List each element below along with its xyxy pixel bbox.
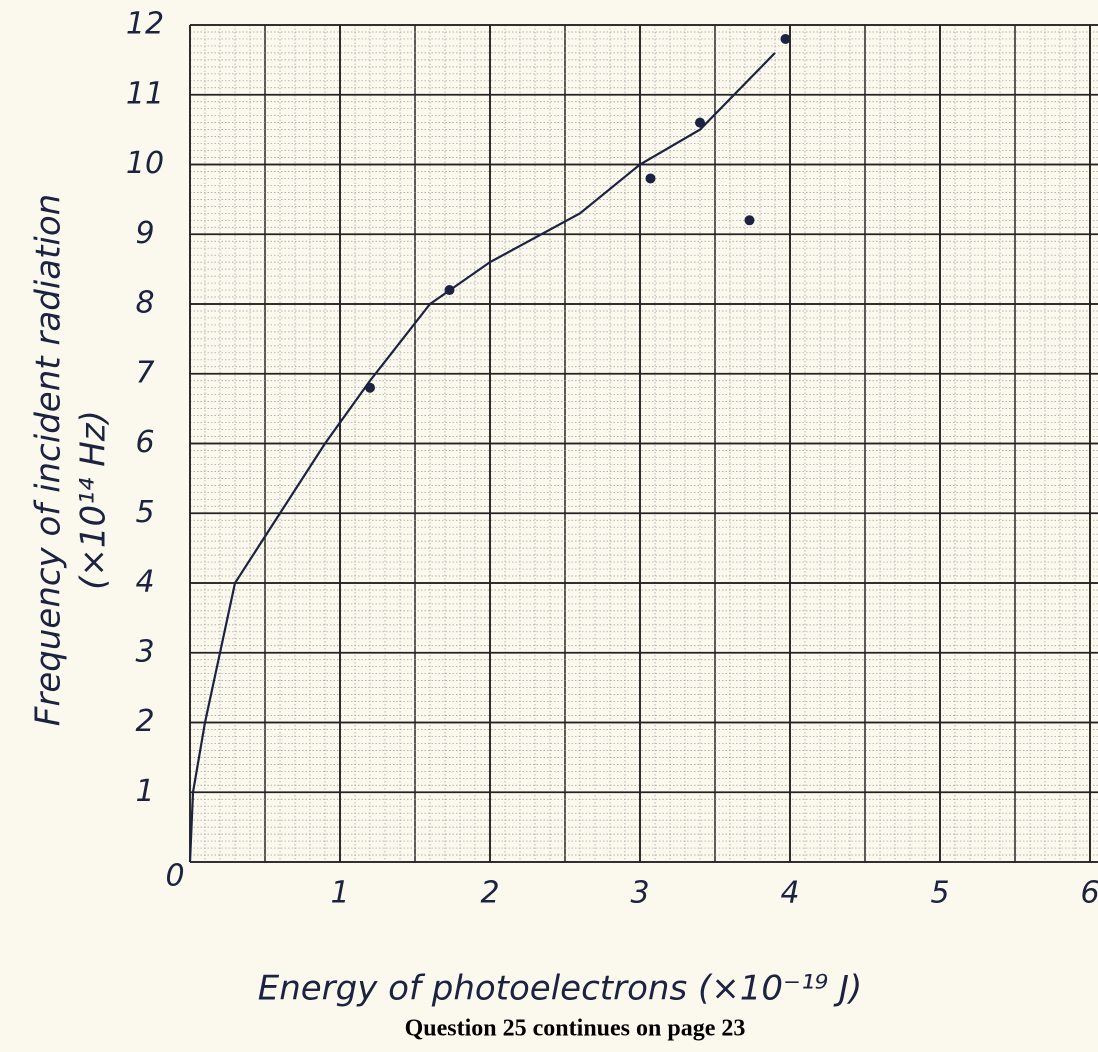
y-tick-label: 10 xyxy=(126,146,164,181)
y-tick-label: 9 xyxy=(135,216,154,251)
y-tick-label: 3 xyxy=(135,634,154,669)
y-tick-label: 6 xyxy=(135,425,154,460)
y-tick-label: 12 xyxy=(126,7,164,42)
y-axis-unit: (×10¹⁴ Hz) xyxy=(74,410,114,590)
y-tick-label: 1 xyxy=(135,774,154,809)
y-tick-label: 4 xyxy=(135,565,154,600)
y-tick-label: 5 xyxy=(135,495,154,530)
x-tick-label: 2 xyxy=(480,876,499,911)
footer-note: Question 25 continues on page 23 xyxy=(405,1016,746,1042)
data-point xyxy=(780,33,791,44)
x-tick-label: 5 xyxy=(930,876,949,911)
fit-curve xyxy=(188,52,776,863)
y-axis-label: Frequency of incident radiation xyxy=(29,194,69,726)
data-point xyxy=(645,173,656,184)
x-tick-label: 1 xyxy=(330,876,349,911)
y-tick-label: 11 xyxy=(126,76,164,111)
y-tick-label: 8 xyxy=(135,286,154,321)
x-tick-label: 6 xyxy=(1080,876,1098,911)
x-tick-label: 4 xyxy=(780,876,799,911)
y-tick-label: 0 xyxy=(165,859,184,894)
data-point xyxy=(695,117,705,128)
x-tick-label: 3 xyxy=(630,876,649,911)
x-axis-label: Energy of photoelectrons (×10⁻¹⁹ J) xyxy=(258,969,863,1009)
y-tick-label: 7 xyxy=(135,355,154,390)
y-tick-label: 2 xyxy=(135,704,154,739)
data-point xyxy=(744,215,755,226)
